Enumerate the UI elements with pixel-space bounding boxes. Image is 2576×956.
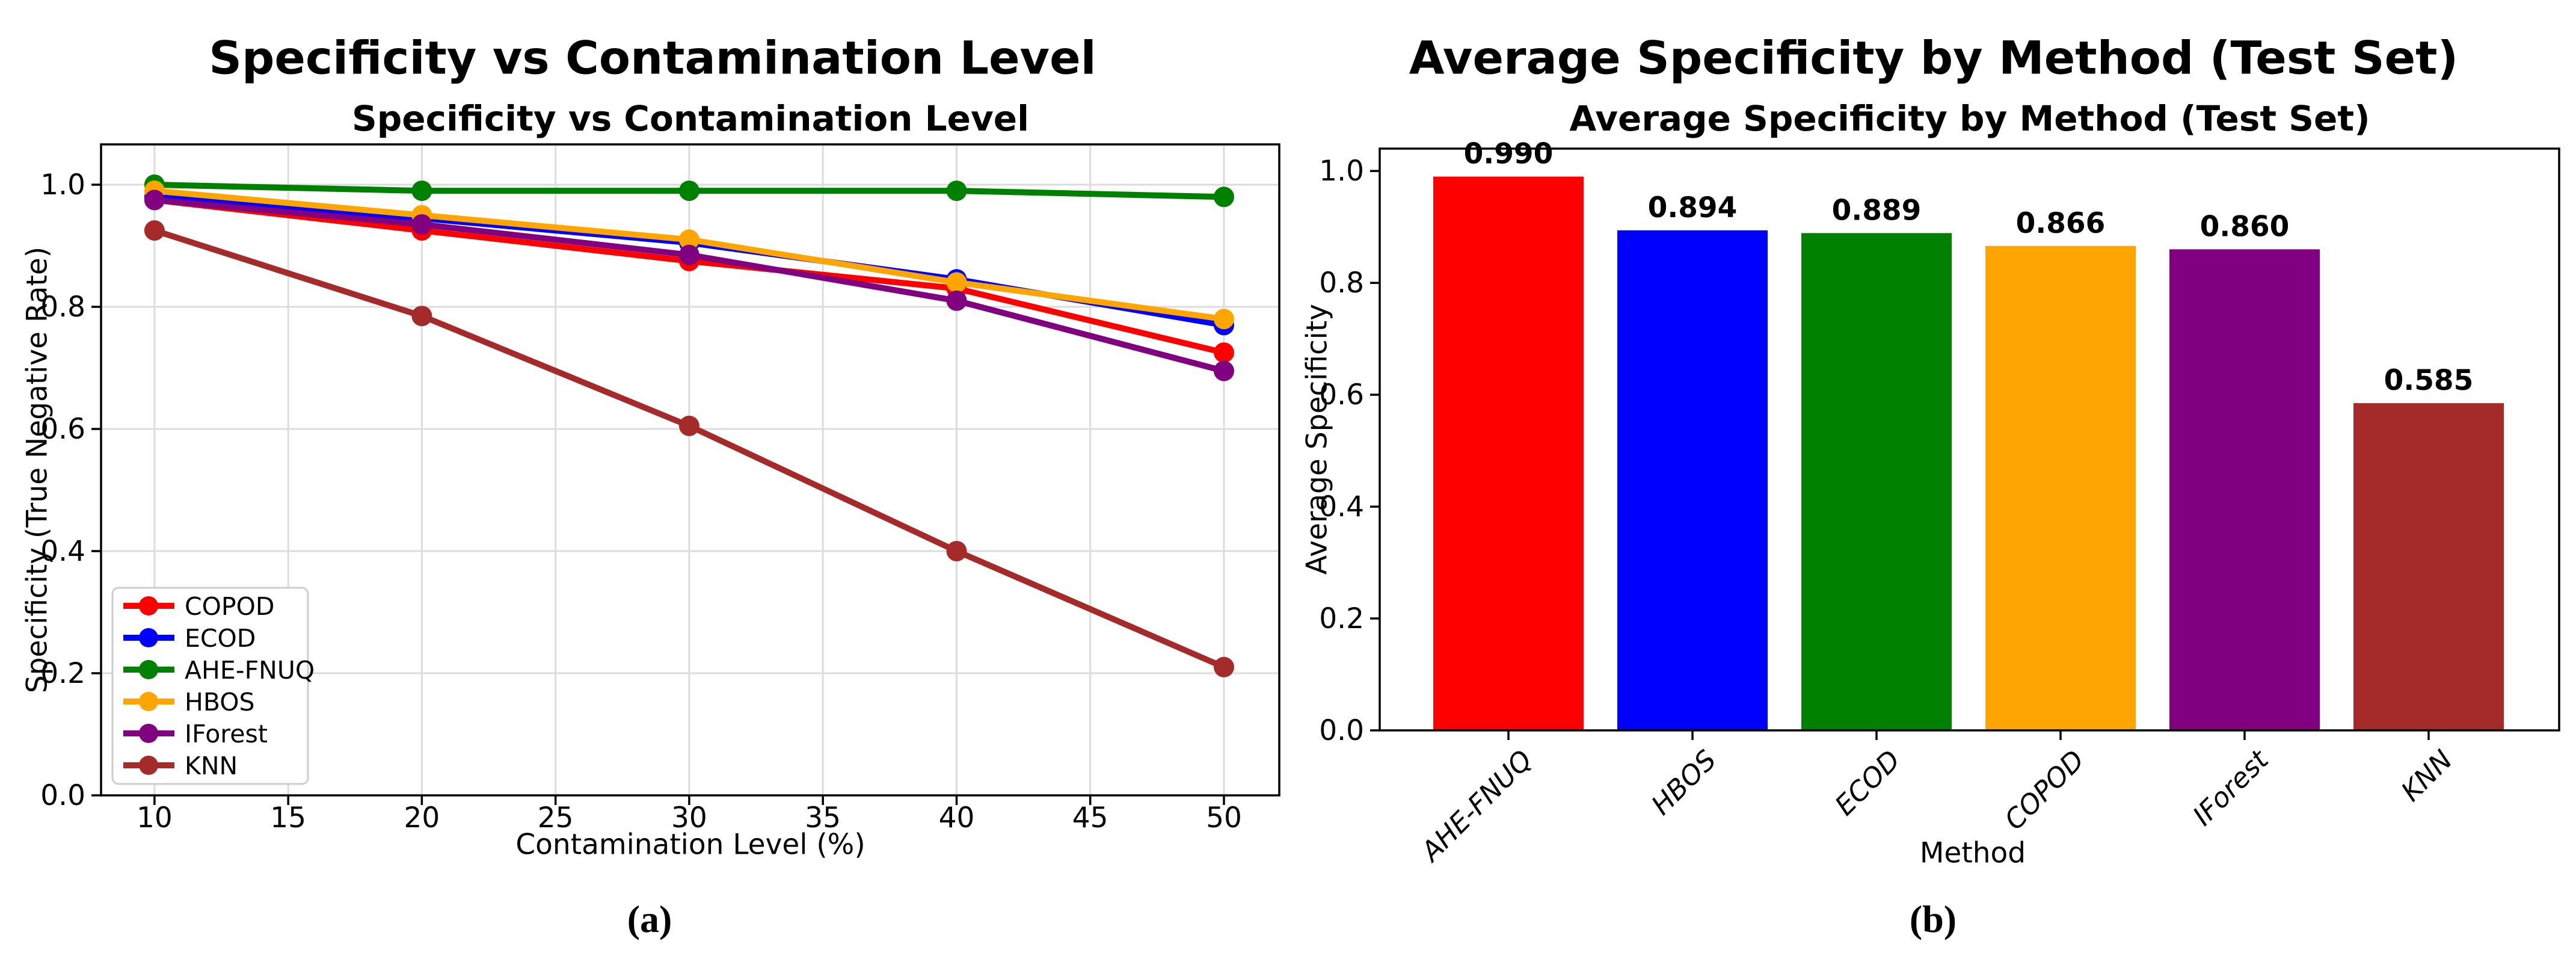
data-point-KNN xyxy=(678,415,699,436)
x-tick-label: 30 xyxy=(671,801,707,834)
category-label-ECOD: ECOD xyxy=(1828,744,1906,821)
x-tick-label: 10 xyxy=(137,801,173,834)
panel-b-plot-border xyxy=(1379,147,2560,732)
x-tick-label: 25 xyxy=(538,801,574,834)
x-tick-label: 45 xyxy=(1072,801,1108,834)
category-label-HBOS: HBOS xyxy=(1645,744,1722,821)
y-tick-label: 1.0 xyxy=(40,168,85,202)
panel-a-suptitle: Specificity vs Contamination Level xyxy=(209,31,1096,85)
panel-b-yaxis-label: Average Specificity xyxy=(1300,303,1334,575)
bar-ECOD xyxy=(1801,233,1952,730)
panel-a-caption: (a) xyxy=(627,898,672,940)
x-tick-label: 35 xyxy=(805,801,841,834)
data-point-AHE-FNUQ xyxy=(678,180,699,202)
x-tick-label: 15 xyxy=(270,801,306,834)
category-label-KNN: KNN xyxy=(2395,744,2459,807)
y-tick-label: 0.8 xyxy=(40,291,85,324)
data-point-IForest xyxy=(411,214,432,235)
legend-marker xyxy=(139,756,158,775)
legend-marker xyxy=(139,692,158,711)
x-tick-label: 50 xyxy=(1206,801,1242,834)
y-tick-label: 0.8 xyxy=(1319,267,1364,300)
data-point-IForest xyxy=(946,290,967,311)
legend-label-HBOS: HBOS xyxy=(185,688,255,717)
legend-label-IForest: IForest xyxy=(185,720,268,748)
panel-a-xaxis-label: Contamination Level (%) xyxy=(515,828,865,862)
panel-a-axes-title: Specificity vs Contamination Level xyxy=(352,98,1029,139)
data-point-KNN xyxy=(946,541,967,561)
category-label-AHE-FNUQ: AHE-FNUQ xyxy=(1413,744,1538,868)
y-tick-label: 0.4 xyxy=(1319,490,1364,523)
panel-b-xaxis-label: Method xyxy=(1919,836,2026,870)
data-point-KNN xyxy=(144,220,165,241)
y-tick-label: 0.0 xyxy=(1319,714,1364,747)
category-label-IForest: IForest xyxy=(2186,743,2275,832)
x-tick-label: 40 xyxy=(939,801,975,834)
bar-AHE-FNUQ xyxy=(1433,176,1584,730)
data-point-KNN xyxy=(1214,656,1234,677)
panel-a-yaxis-label: Specificity (True Negative Rate) xyxy=(20,246,54,694)
data-point-AHE-FNUQ xyxy=(1214,187,1234,208)
data-point-KNN xyxy=(411,306,432,327)
legend-label-ECOD: ECOD xyxy=(185,624,256,653)
panel-b-suptitle: Average Specificity by Method (Test Set) xyxy=(1409,31,2459,85)
y-tick-label: 0.4 xyxy=(40,535,85,568)
data-point-HBOS xyxy=(946,272,967,293)
legend-marker xyxy=(139,596,158,615)
data-point-AHE-FNUQ xyxy=(946,180,967,202)
data-point-COPOD xyxy=(1214,342,1234,363)
bar-value-label-ECOD: 0.889 xyxy=(1832,194,1922,227)
bar-value-label-KNN: 0.585 xyxy=(2384,364,2474,397)
legend-marker xyxy=(139,628,158,647)
bar-value-label-HBOS: 0.894 xyxy=(1648,191,1738,224)
data-point-HBOS xyxy=(1214,309,1234,330)
legend-marker xyxy=(139,660,158,679)
bar-IForest xyxy=(2169,249,2320,730)
data-point-AHE-FNUQ xyxy=(411,180,432,202)
data-point-HBOS xyxy=(678,229,699,250)
y-tick-label: 0.0 xyxy=(40,779,85,812)
legend-marker xyxy=(139,724,158,743)
y-tick-label: 1.0 xyxy=(1319,155,1364,188)
y-tick-label: 0.2 xyxy=(1319,602,1364,635)
legend-label-KNN: KNN xyxy=(185,751,238,780)
y-tick-label: 0.6 xyxy=(40,413,85,446)
y-tick-label: 0.6 xyxy=(1319,378,1364,412)
bar-KNN xyxy=(2353,403,2504,730)
bar-COPOD xyxy=(1985,245,2136,730)
bar-HBOS xyxy=(1617,230,1768,730)
legend-label-COPOD: COPOD xyxy=(185,592,274,621)
bar-value-label-AHE-FNUQ: 0.990 xyxy=(1464,138,1554,171)
panel-b-axes-title: Average Specificity by Method (Test Set) xyxy=(1569,98,2370,139)
x-tick-label: 20 xyxy=(404,801,440,834)
panel-b-caption: (b) xyxy=(1909,898,1957,940)
data-point-IForest xyxy=(678,244,699,265)
category-label-COPOD: COPOD xyxy=(1998,744,2090,836)
y-tick-label: 0.2 xyxy=(40,657,85,690)
bar-value-label-COPOD: 0.866 xyxy=(2016,207,2106,240)
bar-value-label-IForest: 0.860 xyxy=(2200,210,2290,243)
data-point-IForest xyxy=(1214,360,1234,381)
data-point-IForest xyxy=(144,190,165,211)
legend-label-AHE-FNUQ: AHE-FNUQ xyxy=(185,656,315,685)
